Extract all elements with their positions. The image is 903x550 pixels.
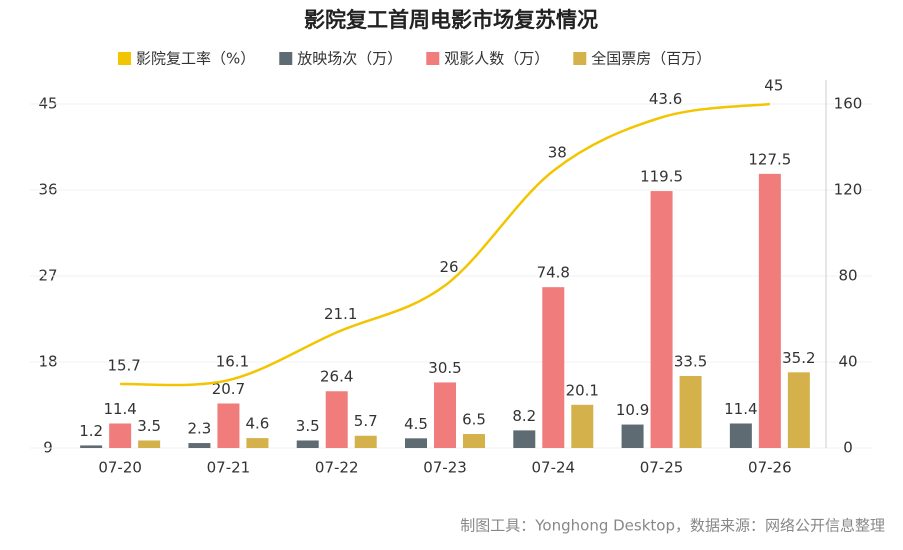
bar <box>650 191 673 448</box>
data-label: 1.2 <box>79 422 103 440</box>
data-label: 33.5 <box>674 352 707 370</box>
y2-tick-label: 0 <box>843 439 853 457</box>
data-label: 2.3 <box>187 420 211 438</box>
data-label: 30.5 <box>428 359 461 377</box>
line-label: 21.1 <box>324 305 357 323</box>
bar <box>80 445 103 448</box>
x-tick-label: 07-25 <box>640 459 684 477</box>
data-label: 20.1 <box>566 381 599 399</box>
data-label: 5.7 <box>354 412 378 430</box>
line-label: 38 <box>548 143 567 161</box>
x-tick-label: 07-22 <box>315 459 359 477</box>
footnote: 制图工具：Yonghong Desktop，数据来源：网络公开信息整理 <box>460 517 885 535</box>
data-label: 11.4 <box>103 400 136 418</box>
x-tick-label: 07-21 <box>207 459 251 477</box>
data-label: 10.9 <box>616 401 649 419</box>
legend-swatch <box>573 52 587 65</box>
x-tick-label: 07-26 <box>748 459 792 477</box>
data-label: 20.7 <box>212 380 245 398</box>
bar <box>325 391 348 448</box>
line <box>120 102 771 387</box>
bar <box>729 423 752 448</box>
legend-label: 影院复工率（%） <box>136 50 255 68</box>
data-label: 4.6 <box>245 415 269 433</box>
line-label: 15.7 <box>107 356 140 374</box>
chart-title: 影院复工首周电影市场复苏情况 <box>304 8 598 32</box>
data-label: 26.4 <box>320 368 353 386</box>
line-label: 45 <box>764 77 783 95</box>
line-label: 16.1 <box>216 353 249 371</box>
bar <box>571 404 594 448</box>
data-label: 8.2 <box>512 407 536 425</box>
bar <box>542 287 565 448</box>
bar <box>217 403 240 448</box>
data-label: 6.5 <box>462 411 486 429</box>
y2-tick-label: 40 <box>838 353 857 371</box>
x-tick-label: 07-23 <box>423 459 467 477</box>
line-label: 26 <box>439 258 458 276</box>
bar <box>405 438 427 448</box>
data-label: 35.2 <box>782 349 815 367</box>
data-label: 11.4 <box>724 400 757 418</box>
x-tick-label: 07-24 <box>531 459 575 477</box>
data-label: 119.5 <box>640 168 683 186</box>
bar <box>758 173 781 448</box>
bar <box>354 435 377 448</box>
line-label: 43.6 <box>649 90 682 108</box>
data-label: 3.5 <box>137 417 161 435</box>
y2-tick-label: 80 <box>838 267 857 285</box>
x-tick-label: 07-20 <box>98 459 142 477</box>
bar <box>787 372 810 448</box>
y2-tick-label: 120 <box>834 181 863 199</box>
bar <box>188 443 211 448</box>
legend-label: 全国票房（百万） <box>591 50 711 68</box>
bar <box>621 424 644 448</box>
legend-label: 放映场次（万） <box>297 50 402 68</box>
bar <box>109 423 132 448</box>
data-label: 3.5 <box>296 417 320 435</box>
bar <box>513 430 536 448</box>
bar <box>463 434 485 448</box>
bar <box>296 440 319 448</box>
bar <box>679 375 702 448</box>
bar <box>246 438 269 448</box>
legend-swatch <box>118 52 131 65</box>
bar <box>138 440 161 448</box>
data-label: 4.5 <box>404 415 428 433</box>
y2-tick-label: 160 <box>834 95 863 113</box>
legend-swatch <box>426 52 440 65</box>
data-label: 74.8 <box>537 264 570 282</box>
legend-label: 观影人数（万） <box>444 50 549 68</box>
legend-swatch <box>279 52 293 65</box>
bar <box>434 382 456 448</box>
data-label: 127.5 <box>748 150 791 168</box>
